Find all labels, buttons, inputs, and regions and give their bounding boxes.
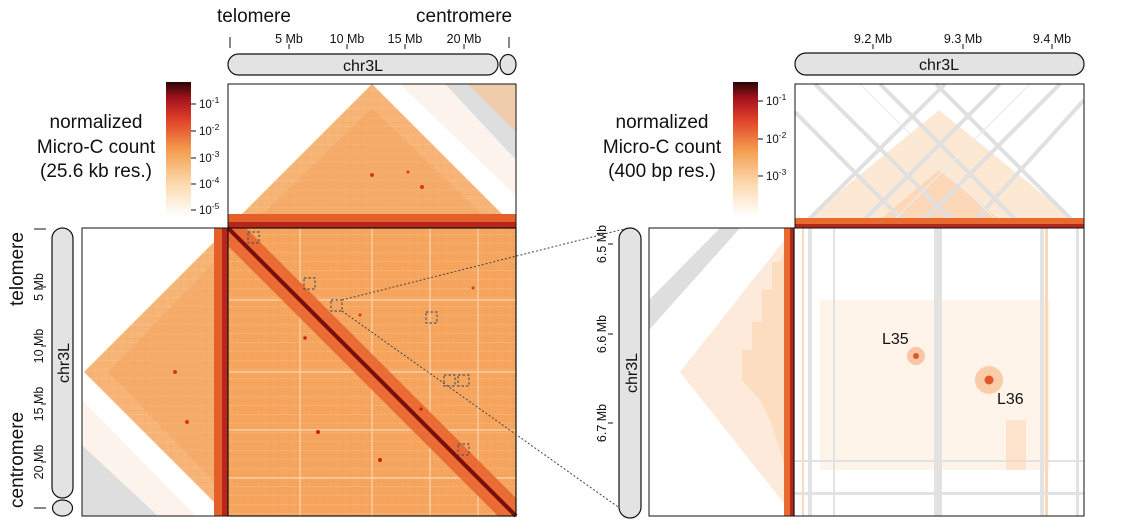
left-y-axis xyxy=(34,228,46,509)
left-y-tick-5mb: 5 Mb xyxy=(32,273,46,301)
left-telomere-label-side: telomere xyxy=(7,232,28,306)
left-loop-box-1 xyxy=(247,231,260,244)
right-top-heatmap xyxy=(793,82,1086,230)
left-centromere-cap-top xyxy=(499,53,517,76)
left-colorbar-title-line2: Micro-C count xyxy=(37,137,156,158)
left-loop-box-7 xyxy=(457,443,470,456)
right-x-tick-9.4mb: 9.4 Mb xyxy=(1033,32,1071,46)
left-chromosome-label-top: chr3L xyxy=(343,58,383,75)
left-x-axis xyxy=(229,37,510,49)
right-colorbar-tick-2: 10-2 xyxy=(766,130,787,146)
right-chromosome-ideogram-side xyxy=(618,227,642,519)
right-main-heatmap xyxy=(793,227,1085,517)
right-colorbar-title-line3: (400 bp res.) xyxy=(608,161,716,182)
left-colorbar-tick-5: 10-5 xyxy=(199,201,220,217)
left-centromere-label-side: centromere xyxy=(7,412,28,508)
loop-label-l36: L36 xyxy=(997,391,1024,408)
left-x-tick-5mb: 5 Mb xyxy=(275,32,303,46)
left-colorbar-title-line1: normalized xyxy=(50,112,143,133)
zoom-connector-lines xyxy=(341,227,629,515)
left-loop-box-5 xyxy=(443,374,456,387)
left-colorbar-tick-4: 10-4 xyxy=(199,175,220,191)
left-chromosome-ideogram-side xyxy=(51,227,74,499)
left-x-tick-20mb: 20 Mb xyxy=(447,32,482,46)
left-side-heatmap xyxy=(81,227,229,517)
right-y-tick-6.5mb: 6.5 Mb xyxy=(595,225,609,263)
right-chromosome-ideogram-top xyxy=(794,52,1085,76)
loop-label-l35: L35 xyxy=(882,331,909,348)
right-colorbar: 10-1 10-2 10-3 xyxy=(733,82,787,216)
left-colorbar-tick-2: 10-2 xyxy=(199,122,220,138)
right-colorbar-title-line2: Micro-C count xyxy=(603,137,722,158)
right-colorbar-title-line1: normalized xyxy=(616,112,709,133)
left-main-heatmap xyxy=(226,226,518,518)
right-y-tick-6.6mb: 6.6 Mb xyxy=(595,315,609,353)
left-panel: telomere centromere 5 Mb 10 Mb 15 Mb 20 … xyxy=(7,6,518,518)
left-loop-box-3 xyxy=(330,299,343,312)
right-panel: 9.2 Mb 9.3 Mb 9.4 Mb chr3L xyxy=(595,32,1086,519)
right-side-heatmap xyxy=(648,227,795,517)
left-y-tick-15mb: 15 Mb xyxy=(32,387,46,422)
right-y-tick-6.7mb: 6.7 Mb xyxy=(595,404,609,442)
right-colorbar-tick-1: 10-1 xyxy=(766,92,787,108)
left-colorbar-title-line3: (25.6 kb res.) xyxy=(40,161,152,182)
right-chromosome-label-side: chr3L xyxy=(624,353,641,393)
left-y-tick-10mb: 10 Mb xyxy=(32,329,46,364)
left-chromosome-ideogram-top xyxy=(227,53,499,76)
right-x-tick-9.3mb: 9.3 Mb xyxy=(944,32,982,46)
left-centromere-label-top: centromere xyxy=(416,6,512,27)
left-chromosome-label-side: chr3L xyxy=(56,343,73,383)
left-y-tick-20mb: 20 Mb xyxy=(32,445,46,480)
left-colorbar-tick-3: 10-3 xyxy=(199,149,220,165)
right-x-axis xyxy=(872,44,1053,49)
right-chromosome-label-top: chr3L xyxy=(919,57,959,74)
left-loop-box-6 xyxy=(457,374,470,387)
left-loop-box-4 xyxy=(425,311,438,324)
left-top-heatmap xyxy=(227,83,517,229)
left-colorbar: 10-1 10-2 10-3 10-4 10-5 xyxy=(166,82,220,217)
left-centromere-cap-side xyxy=(51,499,74,517)
left-colorbar-tick-1: 10-1 xyxy=(199,95,220,111)
left-loop-box-2 xyxy=(303,277,316,290)
right-x-tick-9.2mb: 9.2 Mb xyxy=(854,32,892,46)
left-x-tick-10mb: 10 Mb xyxy=(330,32,365,46)
left-telomere-label-top: telomere xyxy=(217,6,291,27)
right-colorbar-tick-3: 10-3 xyxy=(766,167,787,183)
left-x-tick-15mb: 15 Mb xyxy=(388,32,423,46)
right-y-axis xyxy=(608,243,613,424)
